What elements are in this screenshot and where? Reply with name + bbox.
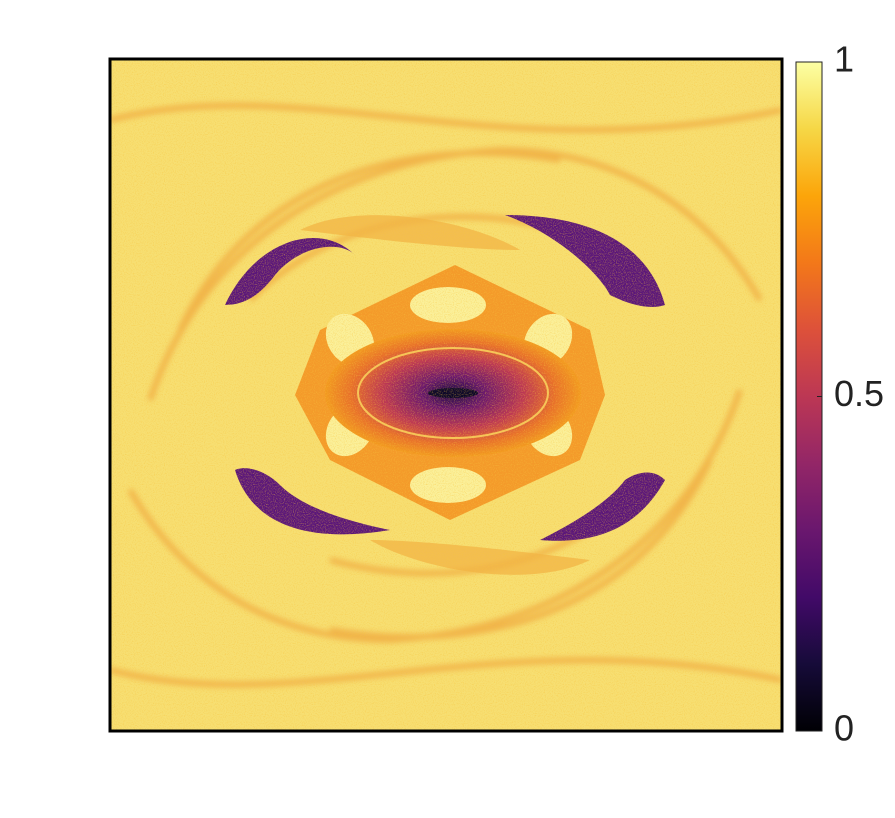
- plot-frame: [108, 57, 784, 733]
- colorbar-tick-label: 0.5: [834, 373, 884, 414]
- colorbar-tick-label: 0: [834, 708, 854, 749]
- heatmap-image: [110, 59, 782, 731]
- colorbar-tick-label: 1: [834, 39, 854, 80]
